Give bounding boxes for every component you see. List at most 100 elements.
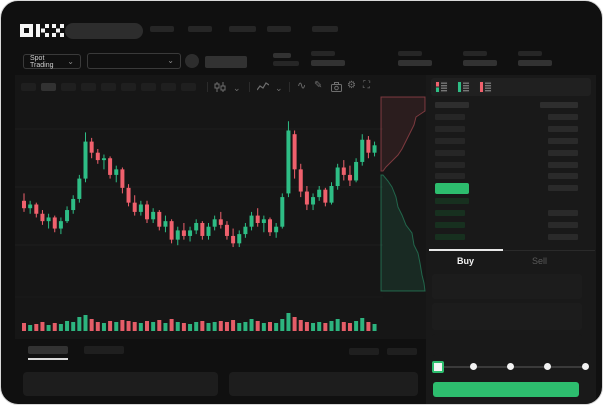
chevron-down-icon[interactable]: ⌄ bbox=[233, 83, 241, 93]
chevron-down-icon: ⌄ bbox=[67, 56, 74, 66]
pair-selector-dropdown[interactable]: ⌄ bbox=[87, 53, 181, 69]
ask-row-amount bbox=[548, 173, 578, 179]
stat-value-placeholder bbox=[518, 60, 552, 66]
ask-row[interactable] bbox=[435, 173, 465, 179]
nav-item[interactable] bbox=[267, 26, 291, 32]
interval-button[interactable] bbox=[181, 83, 196, 91]
tabs-divider bbox=[429, 250, 595, 251]
stat-value-placeholder bbox=[398, 60, 432, 66]
price-input[interactable] bbox=[432, 274, 582, 299]
ask-row-amount bbox=[548, 162, 578, 168]
bid-row-amount bbox=[548, 210, 578, 216]
nav-item[interactable] bbox=[188, 26, 212, 32]
slider-step-dot[interactable] bbox=[544, 363, 551, 370]
combined-book-icon[interactable] bbox=[435, 81, 448, 93]
tab-buy[interactable]: Buy bbox=[457, 256, 475, 266]
coin-avatar bbox=[185, 54, 199, 68]
asks-depth-area bbox=[380, 96, 426, 172]
bid-row[interactable] bbox=[435, 234, 465, 240]
bid-row[interactable] bbox=[435, 198, 469, 204]
open-orders-panel bbox=[23, 372, 218, 396]
line-chart-icon[interactable]: ∿ bbox=[297, 80, 307, 92]
depth-chart[interactable] bbox=[380, 95, 426, 293]
slider-step-dot[interactable] bbox=[507, 363, 514, 370]
fullscreen-icon[interactable]: ⛶ bbox=[363, 80, 370, 91]
bid-row-amount bbox=[548, 222, 578, 228]
buy-button[interactable] bbox=[433, 382, 579, 397]
okx-logo[interactable] bbox=[19, 22, 65, 39]
interval-button[interactable] bbox=[61, 83, 76, 91]
interval-button[interactable] bbox=[81, 83, 96, 91]
interval-button[interactable] bbox=[101, 83, 116, 91]
candlestick-chart[interactable] bbox=[15, 97, 383, 337]
ask-row[interactable] bbox=[435, 162, 465, 168]
bid-row[interactable] bbox=[435, 222, 465, 228]
ask-row[interactable] bbox=[435, 138, 465, 144]
ask-row-amount bbox=[548, 126, 578, 132]
stat-label-placeholder bbox=[311, 51, 335, 56]
interval-button-active[interactable] bbox=[41, 83, 56, 91]
market-type-dropdown[interactable]: Spot Trading ⌄ bbox=[23, 54, 81, 69]
ask-row-amount bbox=[548, 114, 578, 120]
interval-button[interactable] bbox=[141, 83, 156, 91]
buy-tab-indicator bbox=[429, 249, 503, 251]
pair-name-placeholder bbox=[205, 56, 247, 68]
bid-row[interactable] bbox=[435, 210, 465, 216]
last-price-badge[interactable] bbox=[435, 183, 469, 194]
asks-only-book-icon[interactable] bbox=[479, 81, 492, 93]
chart-gridlines bbox=[15, 128, 383, 298]
chevron-down-icon[interactable]: ⌄ bbox=[275, 83, 283, 93]
bids-depth-area bbox=[380, 174, 426, 292]
amount-slider-handle[interactable] bbox=[432, 361, 444, 373]
amount-input[interactable] bbox=[432, 303, 582, 330]
ob-col-header-amount bbox=[540, 102, 578, 108]
nav-item[interactable] bbox=[229, 26, 256, 32]
ask-row[interactable] bbox=[435, 150, 465, 156]
bids-only-book-icon[interactable] bbox=[457, 81, 470, 93]
bottom-tab[interactable] bbox=[84, 346, 124, 354]
last-price-placeholder bbox=[273, 53, 291, 58]
stat-value-placeholder bbox=[311, 60, 345, 66]
interval-button[interactable] bbox=[161, 83, 176, 91]
camera-icon[interactable] bbox=[331, 82, 342, 92]
ask-row[interactable] bbox=[435, 126, 465, 132]
search-input[interactable] bbox=[65, 23, 143, 39]
price-change-placeholder bbox=[273, 61, 299, 66]
candle-type-icon[interactable] bbox=[214, 82, 226, 92]
total-field bbox=[432, 334, 582, 356]
chevron-down-icon: ⌄ bbox=[167, 56, 174, 65]
toolbar-divider bbox=[249, 82, 250, 92]
market-type-label: Spot Trading bbox=[30, 54, 54, 69]
bottom-tab-indicator bbox=[28, 358, 68, 360]
chart-footer-control[interactable] bbox=[349, 348, 379, 355]
order-history-panel bbox=[229, 372, 418, 396]
toolbar-divider bbox=[289, 82, 290, 92]
stat-label-placeholder bbox=[398, 51, 422, 56]
slider-step-dot[interactable] bbox=[582, 363, 589, 370]
bid-row-amount bbox=[548, 234, 578, 240]
slider-step-dot[interactable] bbox=[470, 363, 477, 370]
chart-panel-bg bbox=[15, 75, 426, 339]
tab-sell[interactable]: Sell bbox=[532, 256, 548, 266]
candles-layer bbox=[22, 121, 377, 248]
interval-button[interactable] bbox=[121, 83, 136, 91]
ask-row[interactable] bbox=[435, 114, 465, 120]
toolbar-divider bbox=[207, 82, 208, 92]
ask-row-amount bbox=[548, 150, 578, 156]
draw-tool-icon[interactable]: ✎ bbox=[314, 80, 323, 91]
bottom-tab-active[interactable] bbox=[28, 346, 68, 354]
indicators-icon[interactable] bbox=[257, 82, 269, 92]
nav-item[interactable] bbox=[312, 26, 338, 32]
interval-button[interactable] bbox=[21, 83, 36, 91]
orderbook-toolbar bbox=[431, 78, 591, 96]
stat-label-placeholder bbox=[518, 51, 542, 56]
chart-footer-control[interactable] bbox=[387, 348, 417, 355]
nav-item[interactable] bbox=[150, 26, 174, 32]
stat-value-placeholder bbox=[463, 60, 497, 66]
volume-layer bbox=[22, 313, 377, 331]
ob-col-header-price bbox=[435, 102, 469, 108]
gear-icon[interactable]: ⚙ bbox=[347, 80, 356, 91]
last-price-amount bbox=[548, 185, 578, 191]
stat-label-placeholder bbox=[463, 51, 487, 56]
